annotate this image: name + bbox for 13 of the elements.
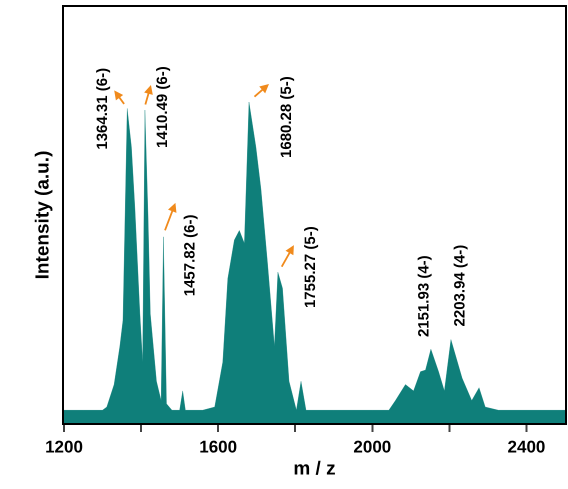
- y-axis-title: Intensity (a.u.): [32, 150, 54, 280]
- annotation: 1755.27 (5-): [302, 226, 319, 308]
- x-axis-title: m / z: [293, 458, 336, 480]
- annotation: 1457.82 (6-): [182, 214, 199, 296]
- annotation: 1364.31 (6-): [94, 68, 111, 150]
- x-tick-label: 2400: [508, 437, 546, 456]
- annotation: 2151.93 (4-): [416, 255, 433, 338]
- annotation: 2203.94 (4-): [451, 244, 468, 326]
- x-tick-label: 1600: [199, 437, 238, 456]
- x-tick-label: 2000: [353, 437, 392, 456]
- x-tick-label: 1200: [45, 437, 83, 456]
- annotation: 1680.28 (5-): [278, 76, 295, 158]
- annotation: 1410.49 (6-): [154, 66, 171, 148]
